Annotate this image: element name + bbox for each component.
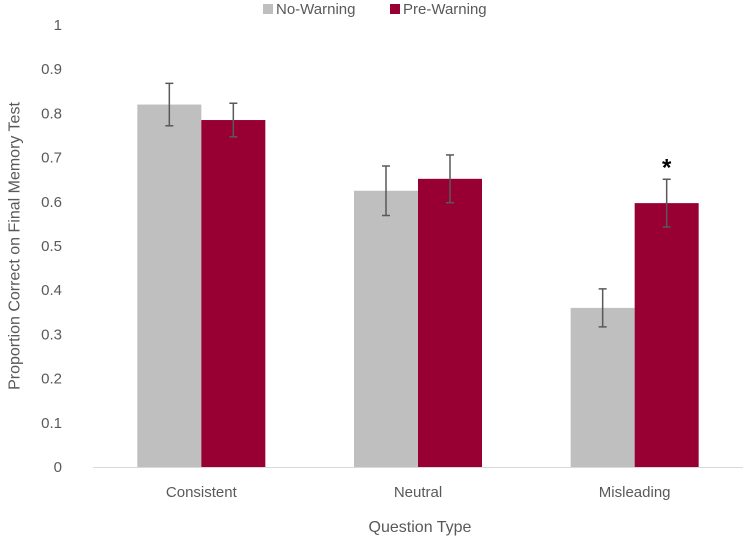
legend: No-Warning Pre-Warning [263,1,487,18]
y-tick-label: 0.4 [41,282,62,299]
annotations: * [662,154,672,181]
error-bar-no-warning-misleading [598,288,607,328]
error-bar-no-warning-consistent [165,82,174,127]
y-tick-label: 0.8 [41,105,62,122]
y-tick-label: 1 [54,17,62,34]
y-axis-title: Proportion Correct on Final Memory Test [7,102,24,390]
x-axis-labels: Consistent Neutral Misleading [166,484,671,501]
y-tick-label: 0.1 [41,415,62,432]
significance-marker: * [662,154,672,181]
x-tick-label-neutral: Neutral [394,484,442,501]
bar-pre-warning-consistent [201,120,266,467]
bar-no-warning-consistent [137,104,202,467]
y-tick-label: 0.9 [41,61,62,78]
y-tick-label: 0.5 [41,238,62,255]
error-bar-pre-warning-neutral [446,154,454,204]
legend-label-no-warning: No-Warning [276,1,355,18]
legend-swatch-no-warning [263,4,273,14]
y-tick-label: 0 [54,459,62,476]
x-tick-label-misleading: Misleading [599,484,671,501]
bar-no-warning-neutral [354,190,418,467]
x-tick-label-consistent: Consistent [166,484,238,501]
bar-no-warning-misleading [570,307,635,467]
y-tick-label: 0.6 [41,194,62,211]
y-tick-label: 0.3 [41,326,62,343]
bars [137,104,699,468]
y-tick-label: 0.2 [41,371,62,388]
error-bar-pre-warning-consistent [229,102,238,138]
error-bar-pre-warning-misleading [662,178,671,228]
error-bar-no-warning-neutral [382,165,390,217]
x-axis-title: Question Type [369,519,472,536]
error-bars [165,82,671,328]
legend-label-pre-warning: Pre-Warning [403,1,487,18]
y-tick-label: 0.7 [41,150,62,167]
y-axis-ticks: 0 0.1 0.2 0.3 0.4 0.5 0.6 0.7 0.8 0.9 1 [41,17,62,476]
bar-pre-warning-neutral [418,178,482,468]
bar-pre-warning-misleading [634,203,699,467]
legend-swatch-pre-warning [390,4,400,14]
